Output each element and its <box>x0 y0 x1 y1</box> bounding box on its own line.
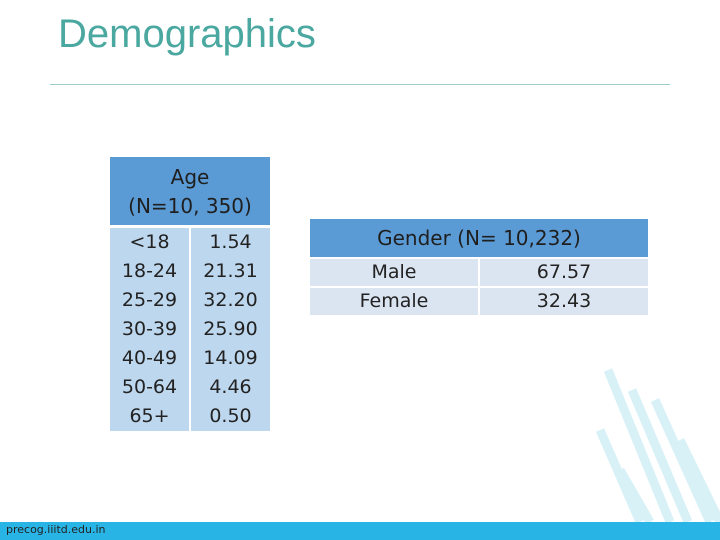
col-sep <box>478 286 480 315</box>
table-cell: 21.31 <box>203 260 258 282</box>
table-cell: 40-49 <box>121 347 178 369</box>
header-line: Age <box>170 165 210 189</box>
table-cell: 50-64 <box>121 376 178 398</box>
slide-title: Demographics <box>58 12 316 56</box>
footer-bar <box>0 522 720 540</box>
table-cell: 0.50 <box>209 405 252 427</box>
age-column-bg <box>110 228 189 431</box>
table-cell: 4.46 <box>209 376 252 398</box>
table-cell: <18 <box>129 231 170 253</box>
age-header: Age (N=10, 350) <box>110 157 270 225</box>
header-line: (N=10, 350) <box>128 194 252 218</box>
col-sep <box>478 257 480 286</box>
table-cell: 18-24 <box>121 260 178 282</box>
table-cell: 65+ <box>129 405 170 427</box>
table-cell: 25.90 <box>203 318 258 340</box>
table-cell: 14.09 <box>203 347 258 369</box>
table-cell: 30-39 <box>121 318 178 340</box>
table-cell: 1.54 <box>209 231 252 253</box>
gender-header: Gender (N= 10,232) <box>310 219 648 257</box>
age-column-bg <box>191 228 270 431</box>
table-cell: 67.57 <box>536 261 592 283</box>
table-cell: 32.20 <box>203 289 258 311</box>
table-cell: Male <box>371 261 417 283</box>
table-cell: 32.43 <box>536 290 592 312</box>
title-rule <box>50 84 670 85</box>
decoration <box>595 368 720 522</box>
footer-text: precog.iiitd.edu.in <box>6 523 106 536</box>
table-cell: 25-29 <box>121 289 178 311</box>
table-cell: Female <box>359 290 429 312</box>
